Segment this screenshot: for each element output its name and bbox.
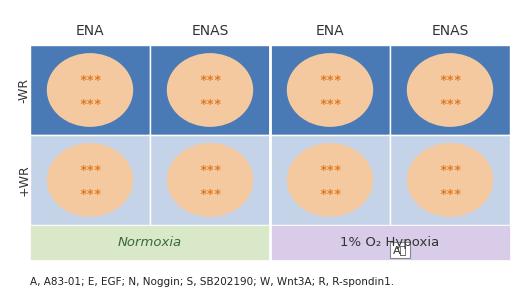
Text: ***: *** [79, 98, 101, 111]
Text: ***: *** [79, 164, 101, 177]
Text: ***: *** [439, 74, 461, 87]
Bar [270, 45, 390, 135]
Text: ***: *** [79, 74, 101, 87]
Text: ***: *** [439, 188, 461, 201]
Text: -WR: -WR [17, 77, 31, 103]
Ellipse shape [167, 143, 253, 217]
Ellipse shape [287, 53, 373, 127]
Bar [270, 225, 510, 260]
Ellipse shape [47, 53, 133, 127]
Text: A漢: A漢 [393, 245, 407, 255]
Ellipse shape [47, 143, 133, 217]
Text: ***: *** [319, 164, 341, 177]
Text: ***: *** [439, 98, 461, 111]
Text: A, A83-01; E, EGF; N, Noggin; S, SB202190; W, Wnt3A; R, R-spondin1.: A, A83-01; E, EGF; N, Noggin; S, SB20219… [30, 277, 394, 287]
Text: 1% O₂ Hypoxia: 1% O₂ Hypoxia [341, 236, 440, 249]
Bar [30, 135, 150, 225]
Bar [270, 135, 390, 225]
Text: ENAS: ENAS [431, 24, 469, 38]
Text: ***: *** [199, 164, 221, 177]
Bar [390, 135, 510, 225]
Bar [30, 45, 150, 135]
Text: ***: *** [319, 188, 341, 201]
Bar [150, 135, 270, 225]
Text: +WR: +WR [17, 164, 31, 196]
Ellipse shape [407, 53, 493, 127]
Text: Normoxia: Normoxia [118, 236, 182, 249]
Text: ENA: ENA [76, 24, 105, 38]
Text: ***: *** [79, 188, 101, 201]
Text: ***: *** [199, 98, 221, 111]
Text: ENAS: ENAS [191, 24, 229, 38]
Text: ***: *** [439, 164, 461, 177]
Text: ***: *** [319, 98, 341, 111]
Text: ***: *** [199, 74, 221, 87]
Bar [150, 45, 270, 135]
Text: ***: *** [199, 188, 221, 201]
Ellipse shape [167, 53, 253, 127]
Bar [30, 225, 270, 260]
Ellipse shape [287, 143, 373, 217]
Text: ***: *** [319, 74, 341, 87]
Bar [390, 45, 510, 135]
Ellipse shape [407, 143, 493, 217]
Text: ENA: ENA [316, 24, 344, 38]
